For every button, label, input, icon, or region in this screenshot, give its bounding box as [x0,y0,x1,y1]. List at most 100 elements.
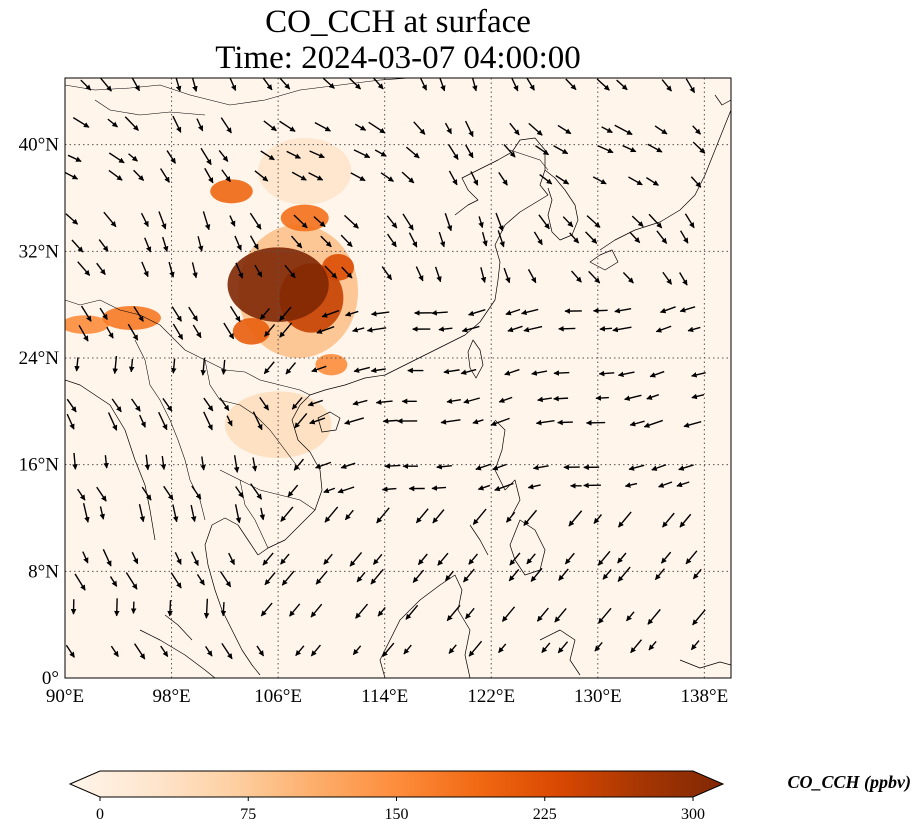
colorbar-label: CO_CCH (ppbv) [788,772,912,793]
wind-arrow [108,169,123,181]
wind-arrow [234,235,242,251]
wind-arrow [375,399,393,405]
wind-arrow [680,230,689,244]
wind-arrow [345,310,359,317]
colorbar-tick-label: 0 [96,806,104,823]
wind-arrow [251,457,258,472]
wind-arrow [553,395,569,402]
concentration-patch [232,318,271,345]
wind-arrow [464,120,474,138]
wind-arrow [138,504,146,523]
wind-arrow [223,322,235,340]
wind-arrow [372,553,383,565]
wind-arrow [160,455,167,471]
wind-arrow [462,568,475,583]
wind-arrow [443,368,460,375]
wind-arrow [103,455,109,469]
wind-arrow [649,370,665,378]
wind-arrow [527,483,541,490]
lat-tick-label: 32°N [19,241,60,262]
wind-arrow [597,550,611,566]
wind-arrow [438,326,453,332]
wind-arrow [521,308,539,316]
wind-arrow [471,78,478,92]
wind-arrow [557,124,572,135]
wind-arrow [203,598,210,619]
wind-arrow [125,572,138,590]
wind-arrow [630,639,643,654]
wind-arrow [597,145,614,154]
wind-arrow [290,235,303,249]
wind-arrow [166,150,177,164]
wind-arrow [437,552,449,566]
lon-tick-label: 114°E [361,686,408,707]
wind-arrow [80,79,92,91]
lon-tick-label: 138°E [681,686,729,707]
colorbar-tick-label: 225 [533,806,557,823]
wind-arrow [622,144,637,153]
lat-tick-label: 40°N [19,135,60,156]
wind-arrow [350,172,366,182]
wind-arrow [99,307,108,321]
wind-arrow [366,327,387,333]
wind-arrow [72,116,90,128]
wind-arrow [288,603,301,617]
lon-tick-label: 98°E [152,686,190,707]
wind-arrow [381,486,397,493]
lon-tick-label: 122°E [467,686,515,707]
wind-arrow [200,357,207,376]
wind-arrow [444,213,453,232]
wind-arrow [200,456,206,471]
wind-arrow [628,176,643,186]
wind-arrow [475,463,492,471]
wind-arrow [625,611,635,622]
concentration-patch [258,138,352,205]
wind-arrow [480,267,487,283]
wind-arrow [419,78,428,91]
wind-arrow [571,270,582,283]
wind-arrow [249,212,262,230]
wind-arrow [82,551,89,564]
wind-arrow [320,235,332,248]
wind-arrow [504,368,520,376]
wind-arrow [172,504,179,523]
wind-arrow [602,569,612,580]
wind-arrow [80,305,92,322]
wind-arrow [226,415,233,427]
wind-arrow [196,574,205,586]
wind-arrow [368,121,386,134]
wind-arrow [65,213,79,225]
wind-arrow [353,149,371,159]
wind-arrow [72,452,78,470]
wind-arrow [377,607,386,617]
wind-arrow [141,486,152,501]
wind-arrow [498,172,508,186]
wind-arrow [103,211,117,228]
wind-arrow [204,167,214,184]
wind-arrow [167,600,173,617]
wind-arrow [172,323,184,340]
wind-arrow [541,642,551,654]
wind-arrow [313,216,326,228]
wind-arrow [315,570,328,585]
wind-arrow [533,231,543,246]
wind-arrow [66,398,77,413]
wind-vectors [65,78,706,660]
wind-arrow [624,482,638,488]
wind-arrow [341,266,353,279]
wind-arrow [501,606,516,622]
wind-arrow [436,463,452,470]
wind-arrow [235,486,244,498]
wind-arrow [386,215,398,229]
wind-arrow [526,78,535,91]
wind-arrow [106,326,114,339]
wind-arrow [96,486,107,502]
concentration-patch [280,204,329,232]
wind-arrow [692,141,706,154]
wind-arrow [553,370,570,376]
wind-arrow [170,358,177,374]
wind-arrow [585,231,598,244]
wind-arrow [659,306,676,314]
wind-arrow [229,78,237,91]
wind-arrow [691,393,705,400]
